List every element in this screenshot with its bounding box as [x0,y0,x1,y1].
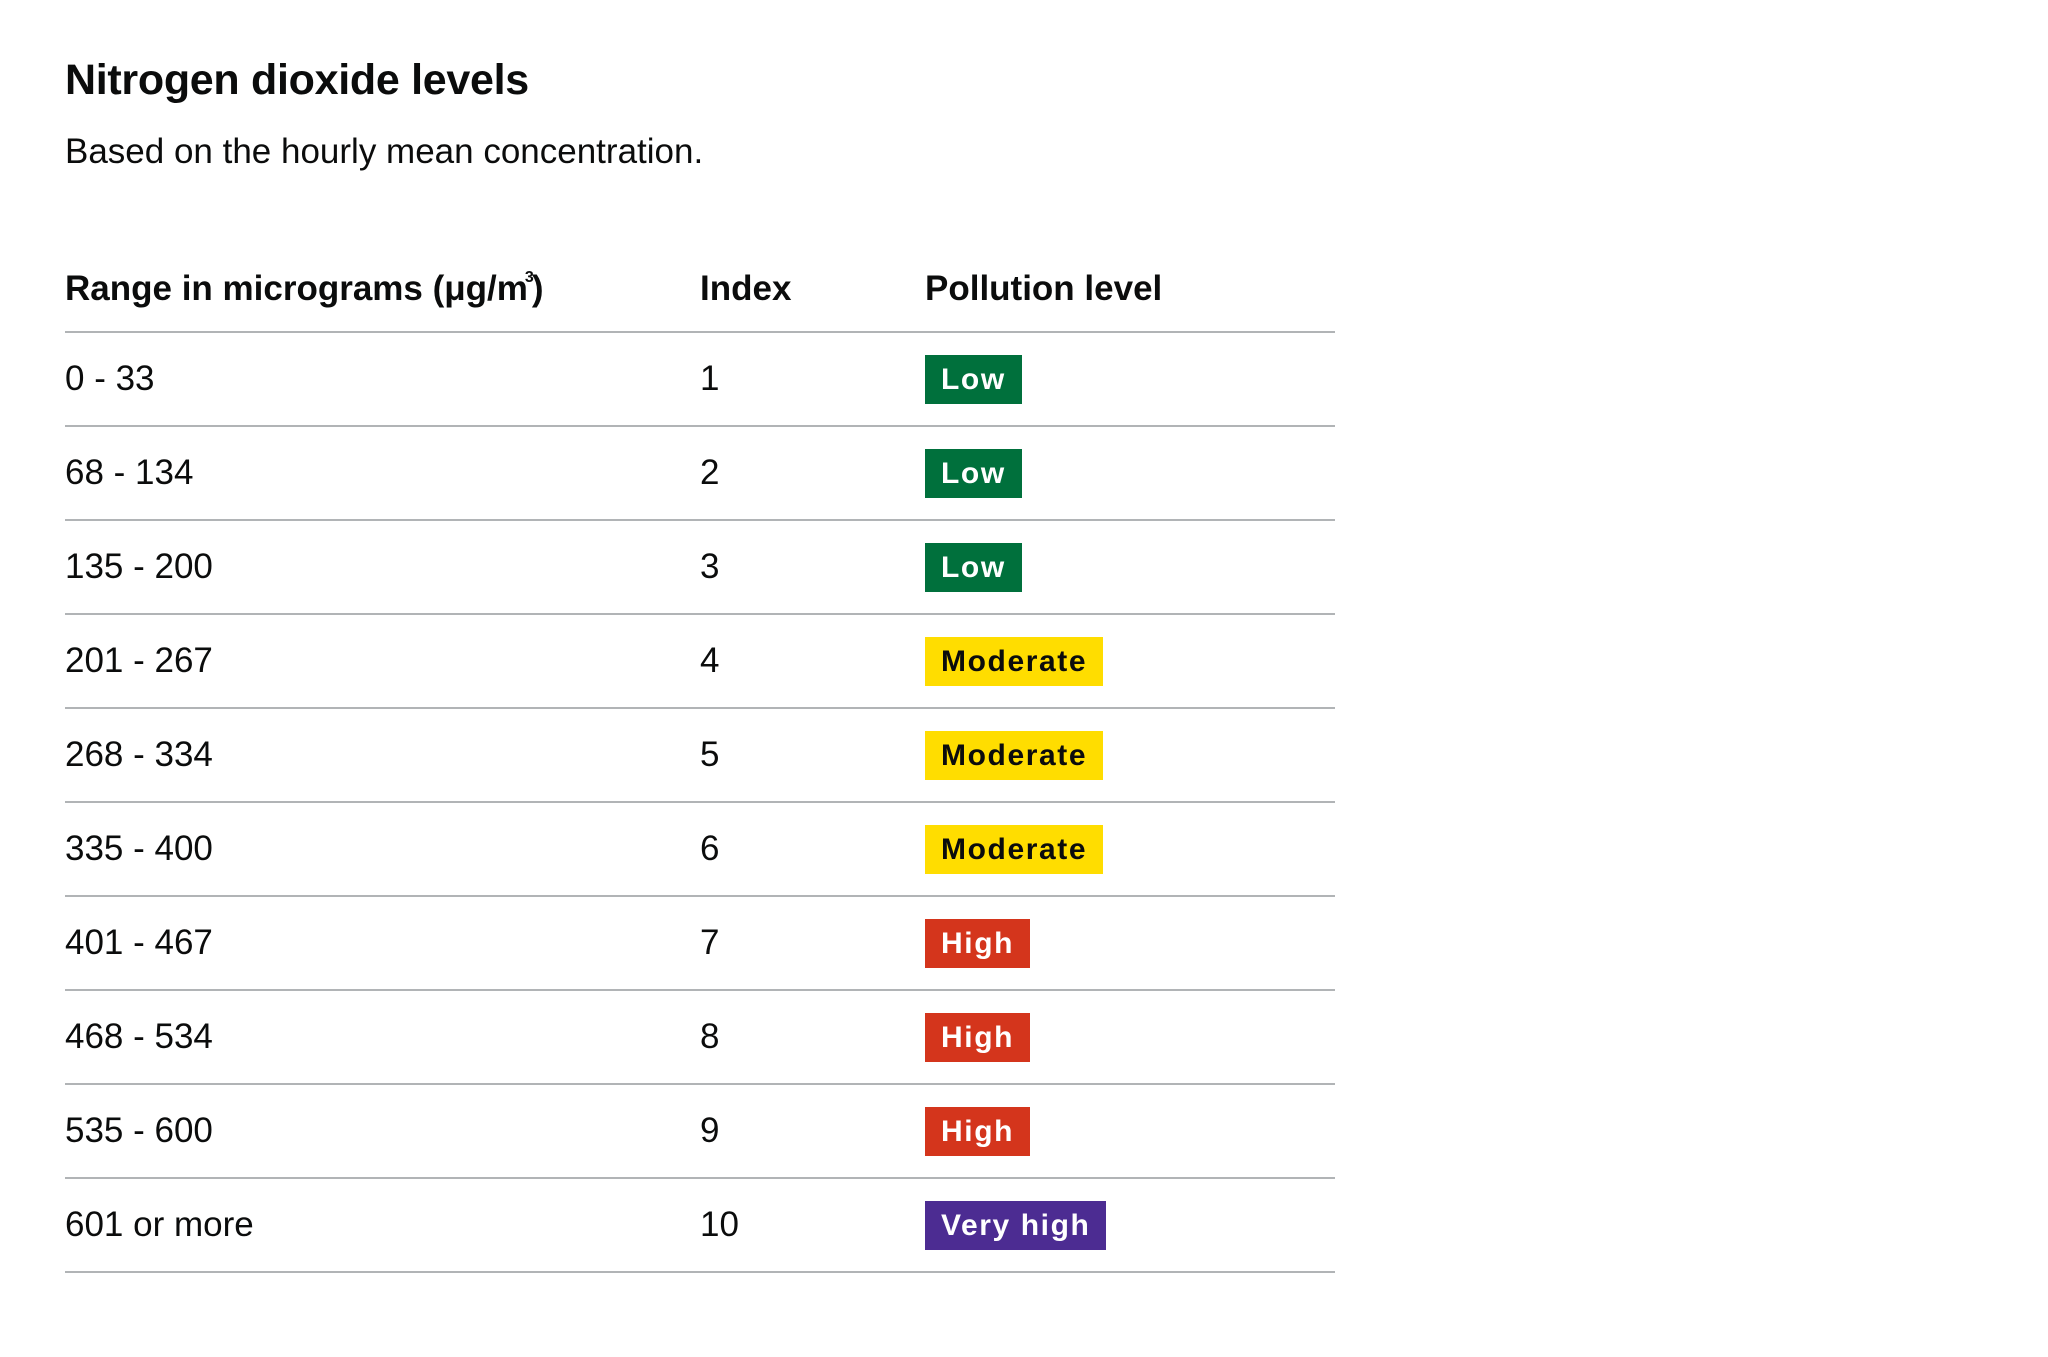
table-row: 268 - 334 5 Moderate [65,708,1335,804]
pollution-level-tag: Moderate [925,636,1104,686]
index-cell: 2 [700,426,925,522]
range-cell: 335 - 400 [65,802,700,898]
range-cell: 201 - 267 [65,614,700,710]
pollution-level-cell: High [925,1084,1335,1180]
main-content: Nitrogen dioxide levels Based on the hou… [65,55,1335,1274]
pollution-level-tag: High [925,918,1031,968]
table-row: 135 - 200 3 Low [65,520,1335,616]
pollution-levels-table: Range in micrograms (μg/m3) Index Pollut… [65,269,1335,1274]
index-cell: 3 [700,520,925,616]
index-cell: 7 [700,896,925,992]
index-cell: 10 [700,1178,925,1274]
pollution-level-tag: Moderate [925,730,1104,780]
pollution-level-tag: Low [925,448,1022,498]
header-range-prefix: Range in micrograms (μg/m [65,269,528,309]
table-body: 0 - 33 1 Low 68 - 134 2 Low 135 - 200 3 Low 201 -… [65,332,1335,1274]
header-range-suffix: ) [531,269,544,309]
table-row: 0 - 33 1 Low [65,332,1335,428]
table-row: 601 or more 10 Very high [65,1178,1335,1274]
table-row: 68 - 134 2 Low [65,426,1335,522]
header-index: Index [700,269,925,334]
range-cell: 0 - 33 [65,332,700,428]
range-cell: 268 - 334 [65,708,700,804]
table-row: 401 - 467 7 High [65,896,1335,992]
index-cell: 5 [700,708,925,804]
pollution-level-tag: Very high [925,1200,1107,1250]
table-header-row: Range in micrograms (μg/m3) Index Pollut… [65,269,1335,334]
index-cell: 9 [700,1084,925,1180]
range-cell: 468 - 534 [65,990,700,1086]
header-range-superscript: 3 [524,269,534,287]
index-cell: 4 [700,614,925,710]
table-row: 335 - 400 6 Moderate [65,802,1335,898]
index-cell: 6 [700,802,925,898]
pollution-level-tag: High [925,1012,1031,1062]
index-cell: 8 [700,990,925,1086]
pollution-level-cell: High [925,896,1335,992]
range-cell: 401 - 467 [65,896,700,992]
pollution-level-cell: Moderate [925,614,1335,710]
range-cell: 535 - 600 [65,1084,700,1180]
pollution-level-cell: Very high [925,1178,1335,1274]
pollution-level-cell: Low [925,332,1335,428]
pollution-level-cell: Low [925,520,1335,616]
page-title: Nitrogen dioxide levels [65,56,529,104]
table-row: 535 - 600 9 High [65,1084,1335,1180]
pollution-level-cell: High [925,990,1335,1086]
pollution-level-tag: Low [925,354,1022,404]
table-row: 201 - 267 4 Moderate [65,614,1335,710]
index-cell: 1 [700,332,925,428]
pollution-level-cell: Moderate [925,708,1335,804]
header-pollution-level: Pollution level [925,269,1335,334]
range-cell: 601 or more [65,1178,700,1274]
header-range: Range in micrograms (μg/m3) [65,269,700,334]
range-cell: 135 - 200 [65,520,700,616]
pollution-level-tag: High [925,1106,1031,1156]
page-subtitle: Based on the hourly mean concentration. [65,131,704,171]
pollution-level-tag: Low [925,542,1022,592]
range-cell: 68 - 134 [65,426,700,522]
pollution-level-tag: Moderate [925,824,1104,874]
pollution-level-cell: Moderate [925,802,1335,898]
pollution-level-cell: Low [925,426,1335,522]
table-row: 468 - 534 8 High [65,990,1335,1086]
